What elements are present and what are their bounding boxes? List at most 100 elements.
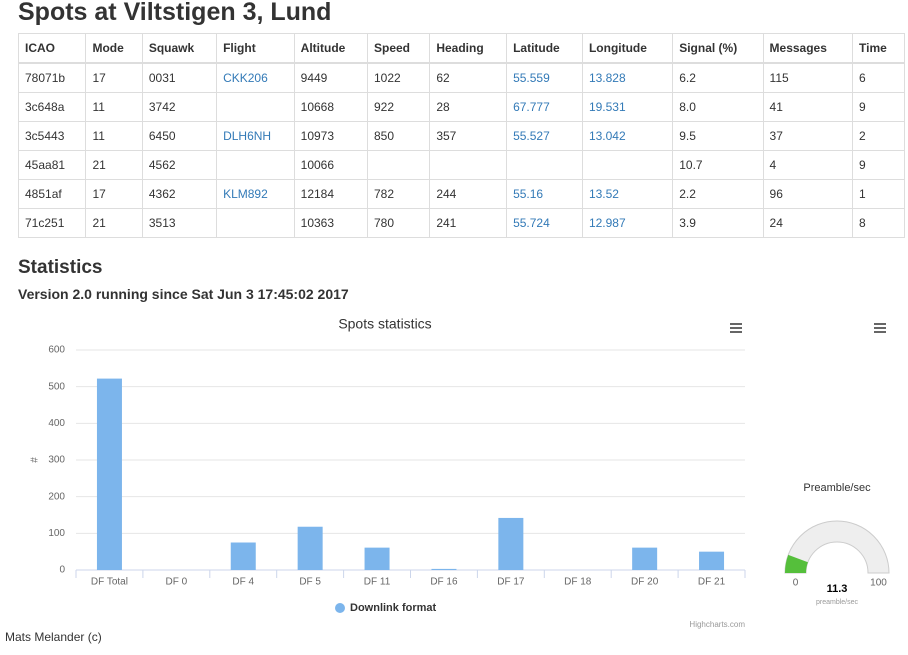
x-tick-label: DF 11 — [364, 577, 391, 588]
table-cell: 10668 — [293, 92, 369, 122]
bar — [297, 526, 323, 570]
bar — [498, 517, 524, 570]
column-header: Speed — [366, 33, 431, 64]
table-cell[interactable]: 19.531 — [581, 92, 674, 122]
y-axis-title: # — [30, 457, 41, 463]
table-cell[interactable]: 55.724 — [506, 208, 583, 238]
column-header: ICAO — [17, 33, 87, 64]
legend-marker — [335, 603, 345, 613]
menu-button[interactable] — [874, 323, 886, 333]
table-row: 3c5443 11 6450 DLH6NH 10973 850 357 55.527 13.04… — [17, 121, 905, 151]
table-cell: 8 — [852, 208, 905, 238]
bar — [632, 547, 658, 570]
table-cell — [506, 150, 583, 180]
gauge-tick-label: 100 — [870, 578, 887, 589]
table-cell[interactable]: 13.042 — [581, 121, 674, 151]
table-cell[interactable]: 12.987 — [581, 208, 674, 238]
table-cell: 12184 — [293, 179, 369, 209]
column-header: Time — [852, 33, 905, 64]
x-tick-label: DF 16 — [430, 577, 458, 588]
bar — [431, 568, 457, 570]
page-title: Spots at Viltstigen 3, Lund — [18, 0, 332, 26]
table-cell: 850 — [366, 121, 431, 151]
table-cell: 922 — [366, 92, 431, 122]
table-cell[interactable]: DLH6NH — [216, 121, 295, 151]
column-header: Messages — [762, 33, 854, 64]
y-tick-label: 200 — [48, 491, 65, 502]
y-tick-label: 100 — [48, 528, 65, 539]
table-cell: 3c648a — [17, 92, 87, 122]
x-tick-label: DF 21 — [698, 577, 726, 588]
x-tick-label: DF 20 — [631, 577, 659, 588]
footer: Mats Melander (c) — [5, 630, 102, 644]
bar — [699, 551, 725, 570]
table-cell: 3.9 — [672, 208, 764, 238]
gauge-value-label: 11.3 — [827, 583, 848, 595]
table-cell: 1 — [852, 179, 905, 209]
bar — [364, 547, 390, 570]
table-cell: 17 — [85, 179, 143, 209]
table-cell: 4562 — [141, 150, 218, 180]
x-tick-label: DF 0 — [166, 577, 188, 588]
table-cell: 241 — [429, 208, 508, 238]
column-header: Squawk — [141, 33, 218, 64]
y-tick-label: 300 — [48, 455, 65, 466]
column-header: Latitude — [506, 33, 583, 64]
table-row: 3c648a 11 3742 10668 922 28 67.777 19.531 8.0 41 9 — [17, 92, 905, 122]
table-row: 45aa81 21 4562 10066 10.7 4 9 — [17, 150, 905, 180]
table-row: 71c251 21 3513 10363 780 241 55.724 12.987 3.9 24… — [17, 208, 905, 238]
y-tick-label: 0 — [59, 565, 65, 576]
table-cell: 4851af — [17, 179, 87, 209]
table-cell: 78071b — [17, 62, 87, 93]
table-row: 78071b 17 0031 CKK206 9449 1022 62 55.559 13.828… — [17, 62, 905, 93]
table-cell: 780 — [366, 208, 431, 238]
table-cell: 9 — [852, 92, 905, 122]
gauge-unit: preamble/sec — [816, 599, 859, 606]
gauge-background — [784, 520, 890, 574]
table-cell — [216, 208, 295, 238]
table-cell: 10973 — [293, 121, 369, 151]
column-header: Altitude — [293, 33, 369, 64]
section-title: Statistics — [18, 257, 103, 278]
table-cell: 1022 — [366, 62, 431, 93]
table-cell: 6450 — [141, 121, 218, 151]
table-cell: 28 — [429, 92, 508, 122]
menu-button[interactable] — [730, 323, 742, 333]
table-cell: 115 — [762, 62, 854, 93]
table-cell: 3513 — [141, 208, 218, 238]
table-cell[interactable]: 55.527 — [506, 121, 583, 151]
table-cell[interactable]: 55.559 — [506, 62, 583, 93]
column-header: Flight — [216, 33, 295, 64]
y-tick-label: 500 — [48, 381, 65, 392]
chart-title: Spots statistics — [338, 316, 431, 332]
table-cell: 782 — [366, 179, 431, 209]
table-cell — [366, 150, 431, 180]
column-header: Heading — [429, 33, 508, 64]
x-tick-label: DF Total — [91, 577, 128, 588]
x-tick-label: DF 18 — [564, 577, 592, 588]
table-cell: 9449 — [293, 62, 369, 93]
table-cell: 37 — [762, 121, 854, 151]
x-tick-label: DF 5 — [299, 577, 321, 588]
gauge-tick-label: 0 — [793, 578, 799, 589]
column-header: Mode — [85, 33, 143, 64]
table-cell[interactable]: CKK206 — [216, 62, 295, 93]
column-header: Signal (%) — [672, 33, 764, 64]
y-tick-label: 400 — [48, 418, 65, 429]
table-cell: 71c251 — [17, 208, 87, 238]
column-header: Longitude — [581, 33, 674, 64]
x-tick-label: DF 17 — [497, 577, 525, 588]
x-tick-label: DF 4 — [232, 577, 254, 588]
y-tick-label: 600 — [48, 345, 65, 356]
bar — [230, 542, 256, 570]
table-cell: 10066 — [293, 150, 369, 180]
table-cell: 45aa81 — [17, 150, 87, 180]
table-cell: 24 — [762, 208, 854, 238]
gauge-title: Preamble/sec — [803, 482, 871, 494]
version-text: Version 2.0 running since Sat Jun 3 17:4… — [18, 286, 349, 302]
table-cell: 10363 — [293, 208, 369, 238]
table-cell: 6.2 — [672, 62, 764, 93]
credits: Highcharts.com — [689, 620, 745, 629]
